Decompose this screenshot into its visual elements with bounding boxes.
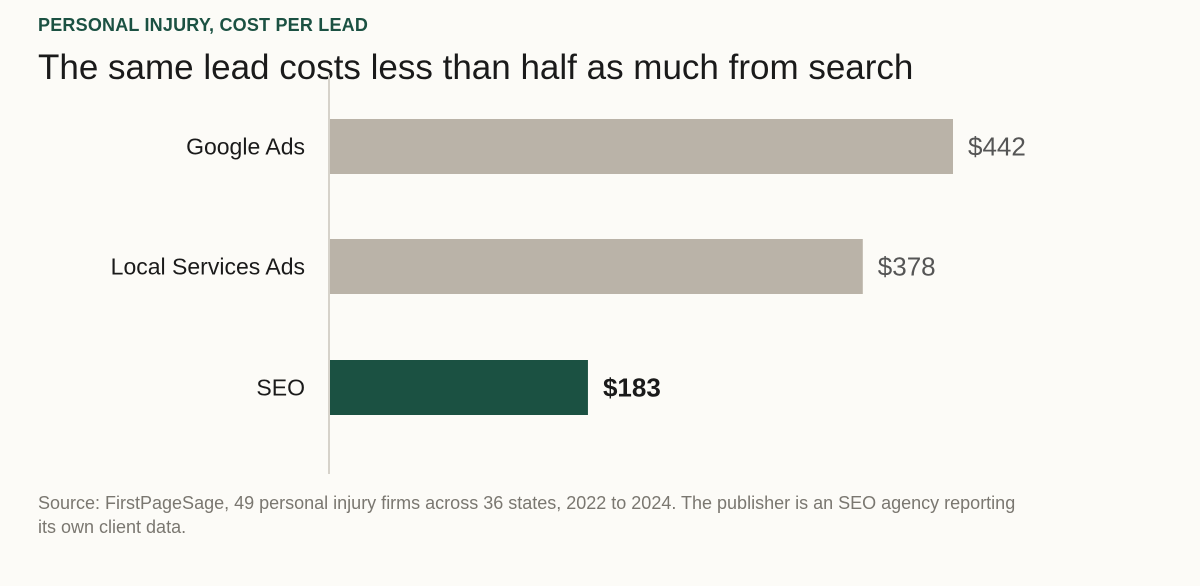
- category-label: Local Services Ads: [111, 254, 305, 280]
- value-label: $442: [968, 132, 1026, 162]
- value-label: $378: [878, 252, 936, 282]
- bar-google-ads: [330, 119, 953, 174]
- bar-local-services-ads: [330, 239, 863, 294]
- chart-eyebrow: PERSONAL INJURY, COST PER LEAD: [38, 15, 369, 35]
- chart-title: The same lead costs less than half as mu…: [38, 48, 914, 87]
- value-label: $183: [603, 373, 661, 403]
- category-label: Google Ads: [186, 134, 305, 160]
- bar-seo: [330, 360, 588, 415]
- category-label: SEO: [256, 375, 305, 401]
- source-note: Source: FirstPageSage, 49 personal injur…: [38, 493, 1016, 537]
